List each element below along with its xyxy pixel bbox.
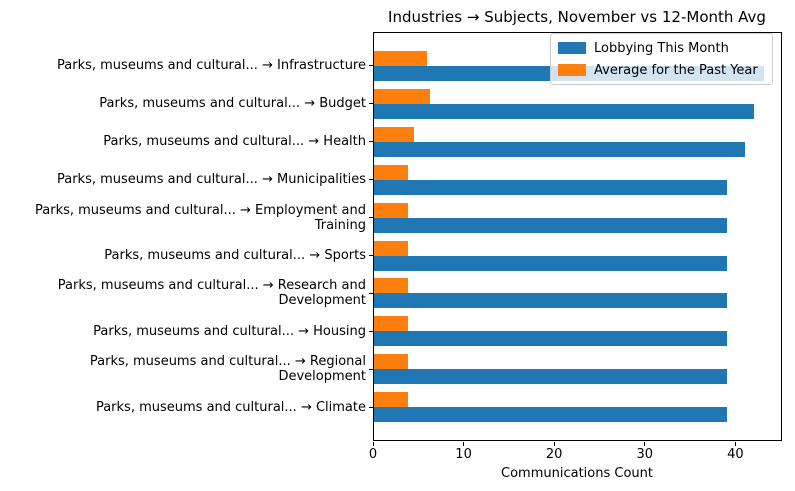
x-tick-label: 40 <box>727 447 744 462</box>
y-tick <box>369 255 373 256</box>
bar-past-year-average <box>374 392 409 408</box>
bar-past-year-average <box>374 240 409 256</box>
y-tick <box>369 65 373 67</box>
x-tick <box>463 442 465 446</box>
x-tick <box>644 442 646 446</box>
bar-past-year-average <box>374 202 409 218</box>
y-axis-category-label: Parks, museums and cultural... → Health <box>103 134 366 150</box>
legend: Lobbying This Month Average for the Past … <box>550 33 773 85</box>
legend-label: Lobbying This Month <box>594 40 729 56</box>
bar-lobbying-this-month <box>374 141 746 157</box>
y-tick <box>369 217 373 219</box>
bar-lobbying-this-month <box>374 407 728 423</box>
bar-past-year-average <box>374 354 409 370</box>
bar-lobbying-this-month <box>374 255 728 271</box>
x-tick-label: 30 <box>636 447 654 462</box>
bar-past-year-average <box>374 316 409 332</box>
bar-past-year-average <box>374 126 414 142</box>
y-tick <box>369 330 373 332</box>
y-axis-category-label: Parks, museums and cultural... → Researc… <box>57 278 366 309</box>
bar-past-year-average <box>374 278 409 294</box>
x-tick <box>553 442 555 446</box>
bar-lobbying-this-month <box>374 331 728 347</box>
y-axis-category-label: Parks, museums and cultural... → Employm… <box>35 202 366 233</box>
y-tick <box>369 103 373 105</box>
x-tick <box>372 442 374 446</box>
y-axis-category-label: Parks, museums and cultural... → Housing <box>93 323 366 339</box>
y-tick <box>369 406 373 408</box>
y-tick <box>369 368 373 370</box>
y-tick <box>369 292 373 294</box>
bar-past-year-average <box>374 164 409 180</box>
y-axis-category-label: Parks, museums and cultural... → Municip… <box>56 172 366 188</box>
legend-item: Lobbying This Month <box>558 38 765 58</box>
bar-lobbying-this-month <box>374 179 728 195</box>
legend-label: Average for the Past Year <box>594 62 758 78</box>
y-axis-category-label: Parks, museums and cultural... → Infrast… <box>57 58 366 74</box>
x-tick <box>734 442 736 446</box>
y-tick <box>369 141 373 143</box>
y-axis-category-label: Parks, museums and cultural... → Climate <box>95 399 366 415</box>
y-axis-category-label: Parks, museums and cultural... → Regiona… <box>89 354 366 385</box>
bar-past-year-average <box>374 50 427 66</box>
y-axis-category-label: Parks, museums and cultural... → Sports <box>104 248 366 263</box>
bar-lobbying-this-month <box>374 217 728 233</box>
legend-item: Average for the Past Year <box>558 60 765 80</box>
bar-lobbying-this-month <box>374 369 728 385</box>
bar-past-year-average <box>374 88 431 104</box>
y-axis-category-label: Parks, museums and cultural... → Budget <box>99 96 366 112</box>
x-tick-label: 10 <box>455 447 472 462</box>
x-axis-label: Communications Count <box>501 466 653 481</box>
x-tick-label: 0 <box>368 447 378 462</box>
bar-lobbying-this-month <box>374 103 755 119</box>
plot-area <box>373 32 782 441</box>
chart-title: Industries → Subjects, November vs 12-Mo… <box>388 8 766 26</box>
legend-color-swatch <box>558 42 586 54</box>
x-tick-label: 20 <box>545 447 563 462</box>
bar-lobbying-this-month <box>374 293 728 309</box>
y-tick <box>369 179 373 181</box>
legend-color-swatch <box>558 64 586 76</box>
